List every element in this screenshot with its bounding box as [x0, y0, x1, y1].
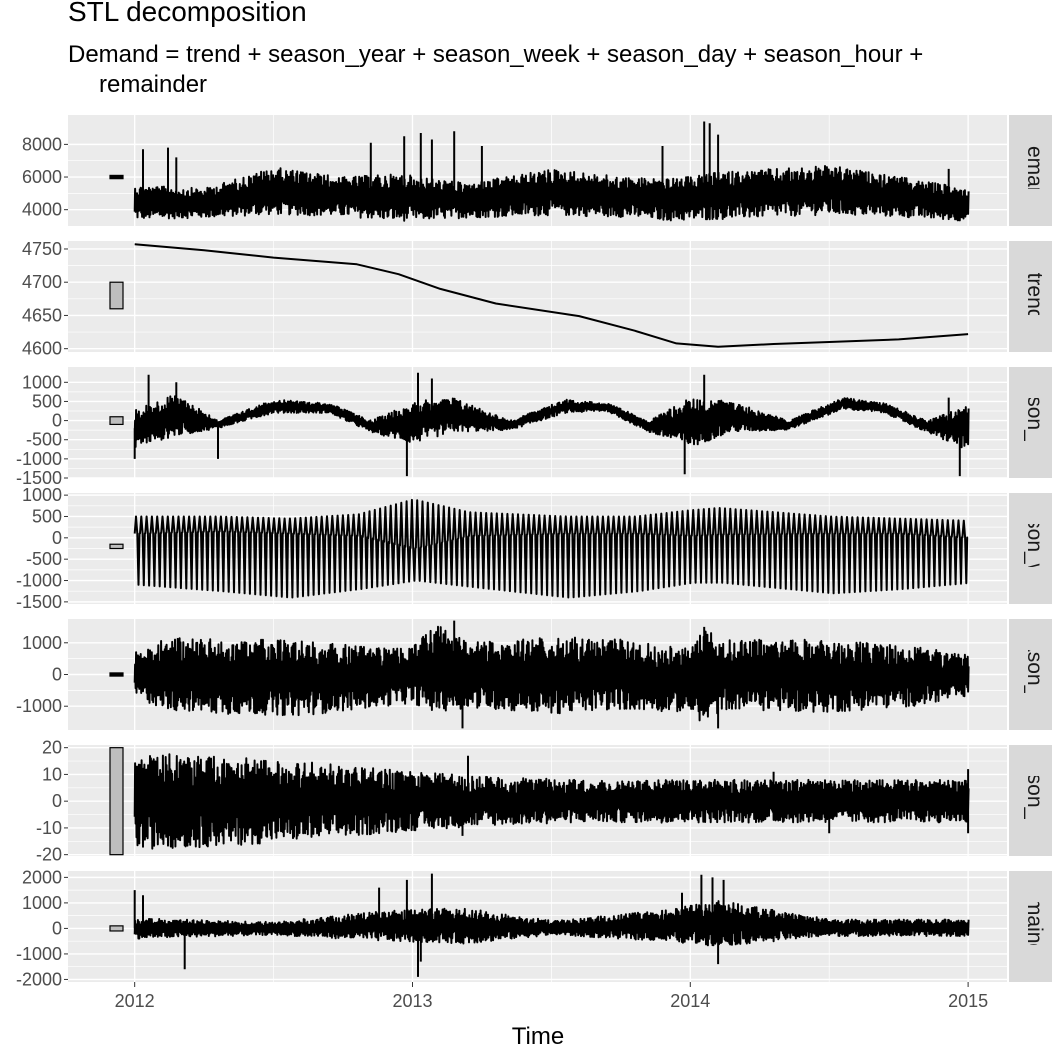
y-tick-label: 4650: [22, 305, 62, 325]
y-tick-label: 2000: [22, 867, 62, 887]
y-tick-label: -1000: [16, 571, 62, 591]
series-line: [133, 121, 970, 222]
y-tick-label: -1000: [16, 944, 62, 964]
y-tick-label: 10: [42, 764, 62, 784]
y-tick-label: 4700: [22, 272, 62, 292]
strip-label: season_day: [1023, 618, 1046, 732]
series-line: [133, 620, 970, 729]
y-tick-label: 8000: [22, 134, 62, 154]
series-line: [133, 873, 970, 977]
scale-bar: [109, 174, 124, 180]
panel-remainder: -2000 -1000 0 1000 2000 remainder: [16, 867, 1052, 989]
y-tick-label: 0: [52, 665, 62, 685]
strip-background: [1009, 619, 1052, 730]
chart-subtitle: Demand = trend + season_year + season_we…: [68, 40, 923, 100]
y-tick-label: 20: [42, 738, 62, 758]
chart-title: STL decomposition: [68, 0, 307, 27]
strip-background: [1009, 745, 1052, 856]
scale-bar: [109, 543, 124, 550]
y-tick-label: 0: [52, 411, 62, 431]
y-tick-label: 0: [52, 918, 62, 938]
y-tick-label: 4600: [22, 339, 62, 359]
y-tick-label: -1000: [16, 449, 62, 469]
scale-bar: [109, 281, 124, 310]
y-tick-label: 1000: [22, 633, 62, 653]
strip-background: [1009, 241, 1052, 352]
x-tick-label: 2012: [115, 991, 155, 1011]
panel-season-day: -1000 0 1000 season_day: [16, 618, 1052, 732]
strip-background: [1009, 367, 1052, 478]
strip-label: remainder: [1023, 879, 1046, 974]
scale-bar: [109, 925, 124, 932]
y-tick-label: 4000: [22, 200, 62, 220]
series-line: [133, 498, 969, 599]
x-tick-label: 2015: [948, 991, 988, 1011]
y-tick-label: 500: [32, 506, 62, 526]
scale-bar: [109, 672, 124, 677]
y-tick-label: 0: [52, 528, 62, 548]
subtitle-line-2: remainder: [99, 71, 208, 98]
strip-background: [1009, 493, 1052, 604]
y-tick-label: 500: [32, 391, 62, 411]
scale-bar: [109, 747, 124, 856]
panel-background: [68, 241, 1007, 352]
y-tick-label: 1000: [22, 372, 62, 392]
y-tick-label: 1000: [22, 485, 62, 505]
x-tick-label: 2013: [392, 991, 432, 1011]
subtitle-line-1: Demand = trend + season_year + season_we…: [68, 41, 924, 68]
series-line: [133, 753, 970, 850]
x-axis-title: Time: [512, 1023, 564, 1046]
y-tick-label: 4750: [22, 239, 62, 259]
y-tick-label: 6000: [22, 167, 62, 187]
strip-label: season_week: [1023, 484, 1046, 613]
y-tick-label: -1500: [16, 468, 62, 488]
x-axis: 2012 2013 2014 2015: [115, 982, 988, 1011]
y-tick-label: -2000: [16, 969, 62, 989]
panels-group: 4000 6000 8000 Demand 4600 4650 4700 4750 trend -…: [16, 115, 1052, 989]
y-tick-label: -10: [36, 818, 62, 838]
y-tick-label: 1000: [22, 893, 62, 913]
panel-trend: 4600 4650 4700 4750 trend: [22, 239, 1052, 359]
strip-label: trend: [1023, 273, 1046, 321]
strip-label: season_year: [1023, 362, 1046, 482]
y-tick-label: -500: [26, 430, 62, 450]
series-line: [134, 243, 969, 348]
y-tick-label: -1500: [16, 592, 62, 612]
strip-background: [1009, 115, 1052, 226]
y-tick-label: -500: [26, 549, 62, 569]
scale-bar: [109, 416, 124, 426]
y-tick-label: -1000: [16, 696, 62, 716]
y-tick-label: -20: [36, 845, 62, 865]
strip-label: Demand: [1023, 131, 1046, 210]
panel-season-hour: -20 -10 0 10 20 season_hour: [36, 738, 1052, 865]
panel-Demand: 4000 6000 8000 Demand: [22, 115, 1052, 226]
x-tick-label: 2014: [670, 991, 710, 1011]
strip-label: season_hour: [1023, 740, 1046, 861]
strip-background: [1009, 871, 1052, 982]
y-tick-label: 0: [52, 791, 62, 811]
series-line: [133, 372, 970, 477]
